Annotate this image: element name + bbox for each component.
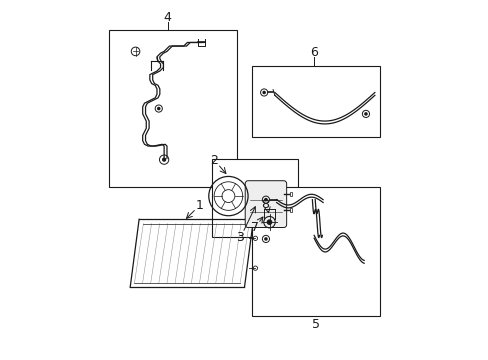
Circle shape [364, 113, 366, 115]
Text: 2: 2 [210, 154, 218, 167]
Bar [251, 66, 380, 137]
Circle shape [157, 108, 160, 110]
Bar [108, 30, 237, 187]
Circle shape [263, 91, 264, 94]
FancyBboxPatch shape [244, 181, 286, 228]
Text: 8: 8 [261, 198, 269, 211]
Text: 6: 6 [309, 46, 318, 59]
Text: 5: 5 [311, 318, 319, 331]
Bar [289, 208, 292, 212]
Circle shape [267, 220, 271, 224]
Bar [251, 187, 380, 316]
Circle shape [163, 158, 165, 161]
Circle shape [264, 238, 266, 240]
Bar [212, 158, 298, 237]
Text: 1: 1 [196, 198, 203, 212]
Bar [289, 192, 292, 196]
Text: 3: 3 [236, 231, 244, 244]
Text: 4: 4 [163, 11, 171, 24]
Circle shape [264, 199, 266, 201]
Text: 7: 7 [251, 221, 259, 234]
